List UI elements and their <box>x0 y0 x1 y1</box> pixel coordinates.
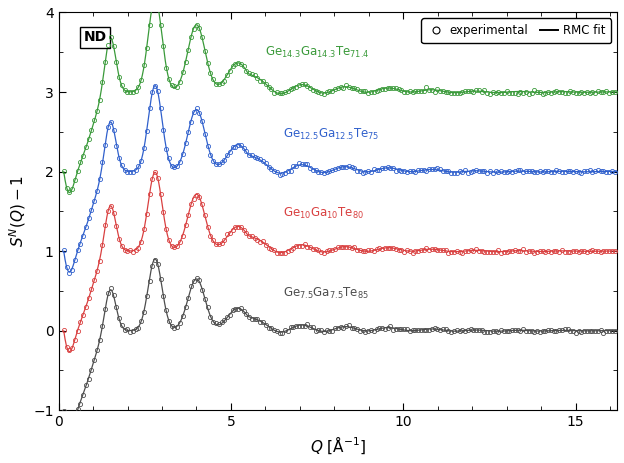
Text: Ge$_{10}$Ga$_{10}$Te$_{80}$: Ge$_{10}$Ga$_{10}$Te$_{80}$ <box>283 206 364 221</box>
Text: Ge$_{7.5}$Ga$_{7.5}$Te$_{85}$: Ge$_{7.5}$Ga$_{7.5}$Te$_{85}$ <box>283 286 369 301</box>
Text: Ge$_{14.3}$Ga$_{14.3}$Te$_{71.4}$: Ge$_{14.3}$Ga$_{14.3}$Te$_{71.4}$ <box>265 44 370 60</box>
Text: Ge$_{12.5}$Ga$_{12.5}$Te$_{75}$: Ge$_{12.5}$Ga$_{12.5}$Te$_{75}$ <box>283 126 379 142</box>
Legend: experimental, RMC fit: experimental, RMC fit <box>421 19 611 43</box>
Text: ND: ND <box>84 31 107 44</box>
X-axis label: $Q$ [Å$^{-1}$]: $Q$ [Å$^{-1}$] <box>310 435 366 456</box>
Y-axis label: $S^N(Q)-1$: $S^N(Q)-1$ <box>7 175 27 247</box>
